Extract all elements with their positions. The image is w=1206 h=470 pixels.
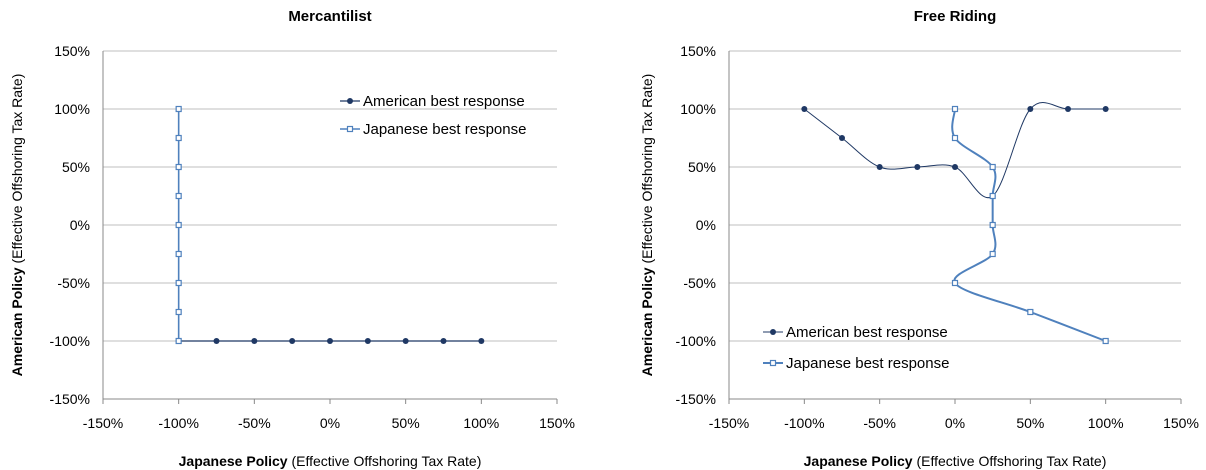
x-axis-label-bold: Japanese Policy bbox=[179, 453, 288, 469]
legend-label: American best response bbox=[786, 324, 948, 341]
y-axis-label-rest: (Effective Offshoring Tax Rate) bbox=[9, 74, 25, 268]
x-axis-label-rest: (Effective Offshoring Tax Rate) bbox=[913, 453, 1107, 469]
y-axis-label-bold: American Policy bbox=[639, 267, 655, 376]
x-tick-label: -50% bbox=[238, 415, 271, 431]
y-tick-label: 150% bbox=[54, 43, 90, 59]
x-tick-label: -100% bbox=[158, 415, 198, 431]
y-tick-label: 0% bbox=[696, 217, 716, 233]
y-axis-label: American Policy (Effective Offshoring Ta… bbox=[639, 74, 655, 377]
data-point-square bbox=[951, 134, 959, 142]
data-point-square bbox=[989, 192, 996, 200]
x-tick-label: -150% bbox=[83, 415, 123, 431]
x-tick-label: 0% bbox=[320, 415, 340, 431]
y-tick-label: -100% bbox=[676, 333, 716, 349]
legend-label: American best response bbox=[363, 93, 525, 110]
x-tick-label: 150% bbox=[539, 415, 575, 431]
y-tick-label: -100% bbox=[50, 333, 90, 349]
x-tick-label: 100% bbox=[1088, 415, 1124, 431]
y-tick-label: -50% bbox=[683, 275, 716, 291]
legend-marker-square bbox=[769, 359, 777, 367]
series-line bbox=[804, 102, 1106, 199]
y-tick-label: 50% bbox=[688, 159, 716, 175]
data-point-square bbox=[175, 134, 182, 142]
data-point-square bbox=[1027, 308, 1034, 316]
x-tick-label: 50% bbox=[1016, 415, 1044, 431]
y-tick-label: 150% bbox=[680, 43, 716, 59]
data-point-square bbox=[951, 105, 959, 113]
y-tick-label: 100% bbox=[54, 101, 90, 117]
data-point-circle bbox=[364, 338, 371, 344]
data-point-square bbox=[175, 337, 182, 345]
legend: American best response Japanese best resp… bbox=[763, 324, 949, 372]
chart-title: Free Riding bbox=[914, 8, 997, 25]
data-point-circle bbox=[876, 164, 883, 170]
y-tick-label: 100% bbox=[680, 101, 716, 117]
data-point-square bbox=[175, 250, 182, 258]
data-point-square bbox=[175, 192, 182, 200]
x-tick-label: 100% bbox=[463, 415, 499, 431]
y-tick-label: 0% bbox=[70, 217, 90, 233]
data-point-circle bbox=[1065, 106, 1071, 112]
data-point-circle bbox=[952, 164, 958, 170]
data-point-square bbox=[175, 163, 182, 171]
y-axis-label-bold: American Policy bbox=[9, 267, 25, 376]
series-japanese bbox=[175, 105, 182, 345]
data-point-square bbox=[175, 279, 182, 287]
data-point-circle bbox=[839, 135, 845, 141]
data-point-square bbox=[989, 250, 996, 258]
x-axis-label-rest: (Effective Offshoring Tax Rate) bbox=[288, 453, 482, 469]
data-point-circle bbox=[1102, 106, 1109, 112]
data-point-circle bbox=[289, 338, 296, 344]
data-point-square bbox=[175, 221, 182, 229]
data-point-circle bbox=[213, 338, 220, 344]
y-axis-label-rest: (Effective Offshoring Tax Rate) bbox=[639, 74, 655, 268]
legend: American best response Japanese best resp… bbox=[340, 93, 526, 138]
data-point-square bbox=[989, 221, 996, 229]
x-axis-label: Japanese Policy (Effective Offshoring Ta… bbox=[179, 453, 482, 469]
data-point-circle bbox=[440, 338, 447, 344]
data-point-circle bbox=[251, 338, 258, 344]
x-tick-label: 0% bbox=[945, 415, 965, 431]
data-point-circle bbox=[1027, 106, 1034, 112]
data-point-circle bbox=[478, 338, 485, 344]
x-axis-label-bold: Japanese Policy bbox=[804, 453, 913, 469]
y-tick-label: -150% bbox=[50, 391, 90, 407]
data-point-circle bbox=[801, 106, 808, 112]
legend-marker-circle bbox=[770, 329, 776, 335]
y-tick-label: 50% bbox=[62, 159, 90, 175]
legend-label: Japanese best response bbox=[363, 121, 526, 138]
series-american bbox=[801, 102, 1109, 199]
data-point-circle bbox=[914, 164, 921, 170]
x-tick-label: 150% bbox=[1163, 415, 1199, 431]
series-american bbox=[175, 338, 485, 344]
series-japanese bbox=[951, 105, 1109, 345]
data-point-circle bbox=[327, 338, 333, 344]
y-tick-label: -50% bbox=[57, 275, 90, 291]
data-point-square bbox=[989, 163, 996, 171]
x-tick-label: -50% bbox=[863, 415, 896, 431]
data-point-circle bbox=[402, 338, 409, 344]
chart-panel-1: Mercantilist 150% 100% 50% 0% -50% -100% -150% -… bbox=[9, 8, 575, 469]
y-tick-label: -150% bbox=[676, 391, 716, 407]
data-point-square bbox=[175, 308, 182, 316]
x-tick-label: -150% bbox=[709, 415, 749, 431]
data-point-square bbox=[175, 105, 182, 113]
legend-label: Japanese best response bbox=[786, 355, 949, 372]
legend-marker-square bbox=[346, 125, 354, 133]
legend-marker-circle bbox=[347, 98, 353, 104]
data-point-square bbox=[951, 279, 959, 287]
x-tick-label: 50% bbox=[392, 415, 420, 431]
x-tick-label: -100% bbox=[784, 415, 824, 431]
chart-panel-2: Free Riding 150% 100% 50% 0% -50% -100% -150% -1… bbox=[639, 8, 1199, 469]
chart-title: Mercantilist bbox=[288, 8, 371, 25]
x-axis-label: Japanese Policy (Effective Offshoring Ta… bbox=[804, 453, 1107, 469]
y-axis-label: American Policy (Effective Offshoring Ta… bbox=[9, 74, 25, 377]
data-point-square bbox=[1102, 337, 1109, 345]
